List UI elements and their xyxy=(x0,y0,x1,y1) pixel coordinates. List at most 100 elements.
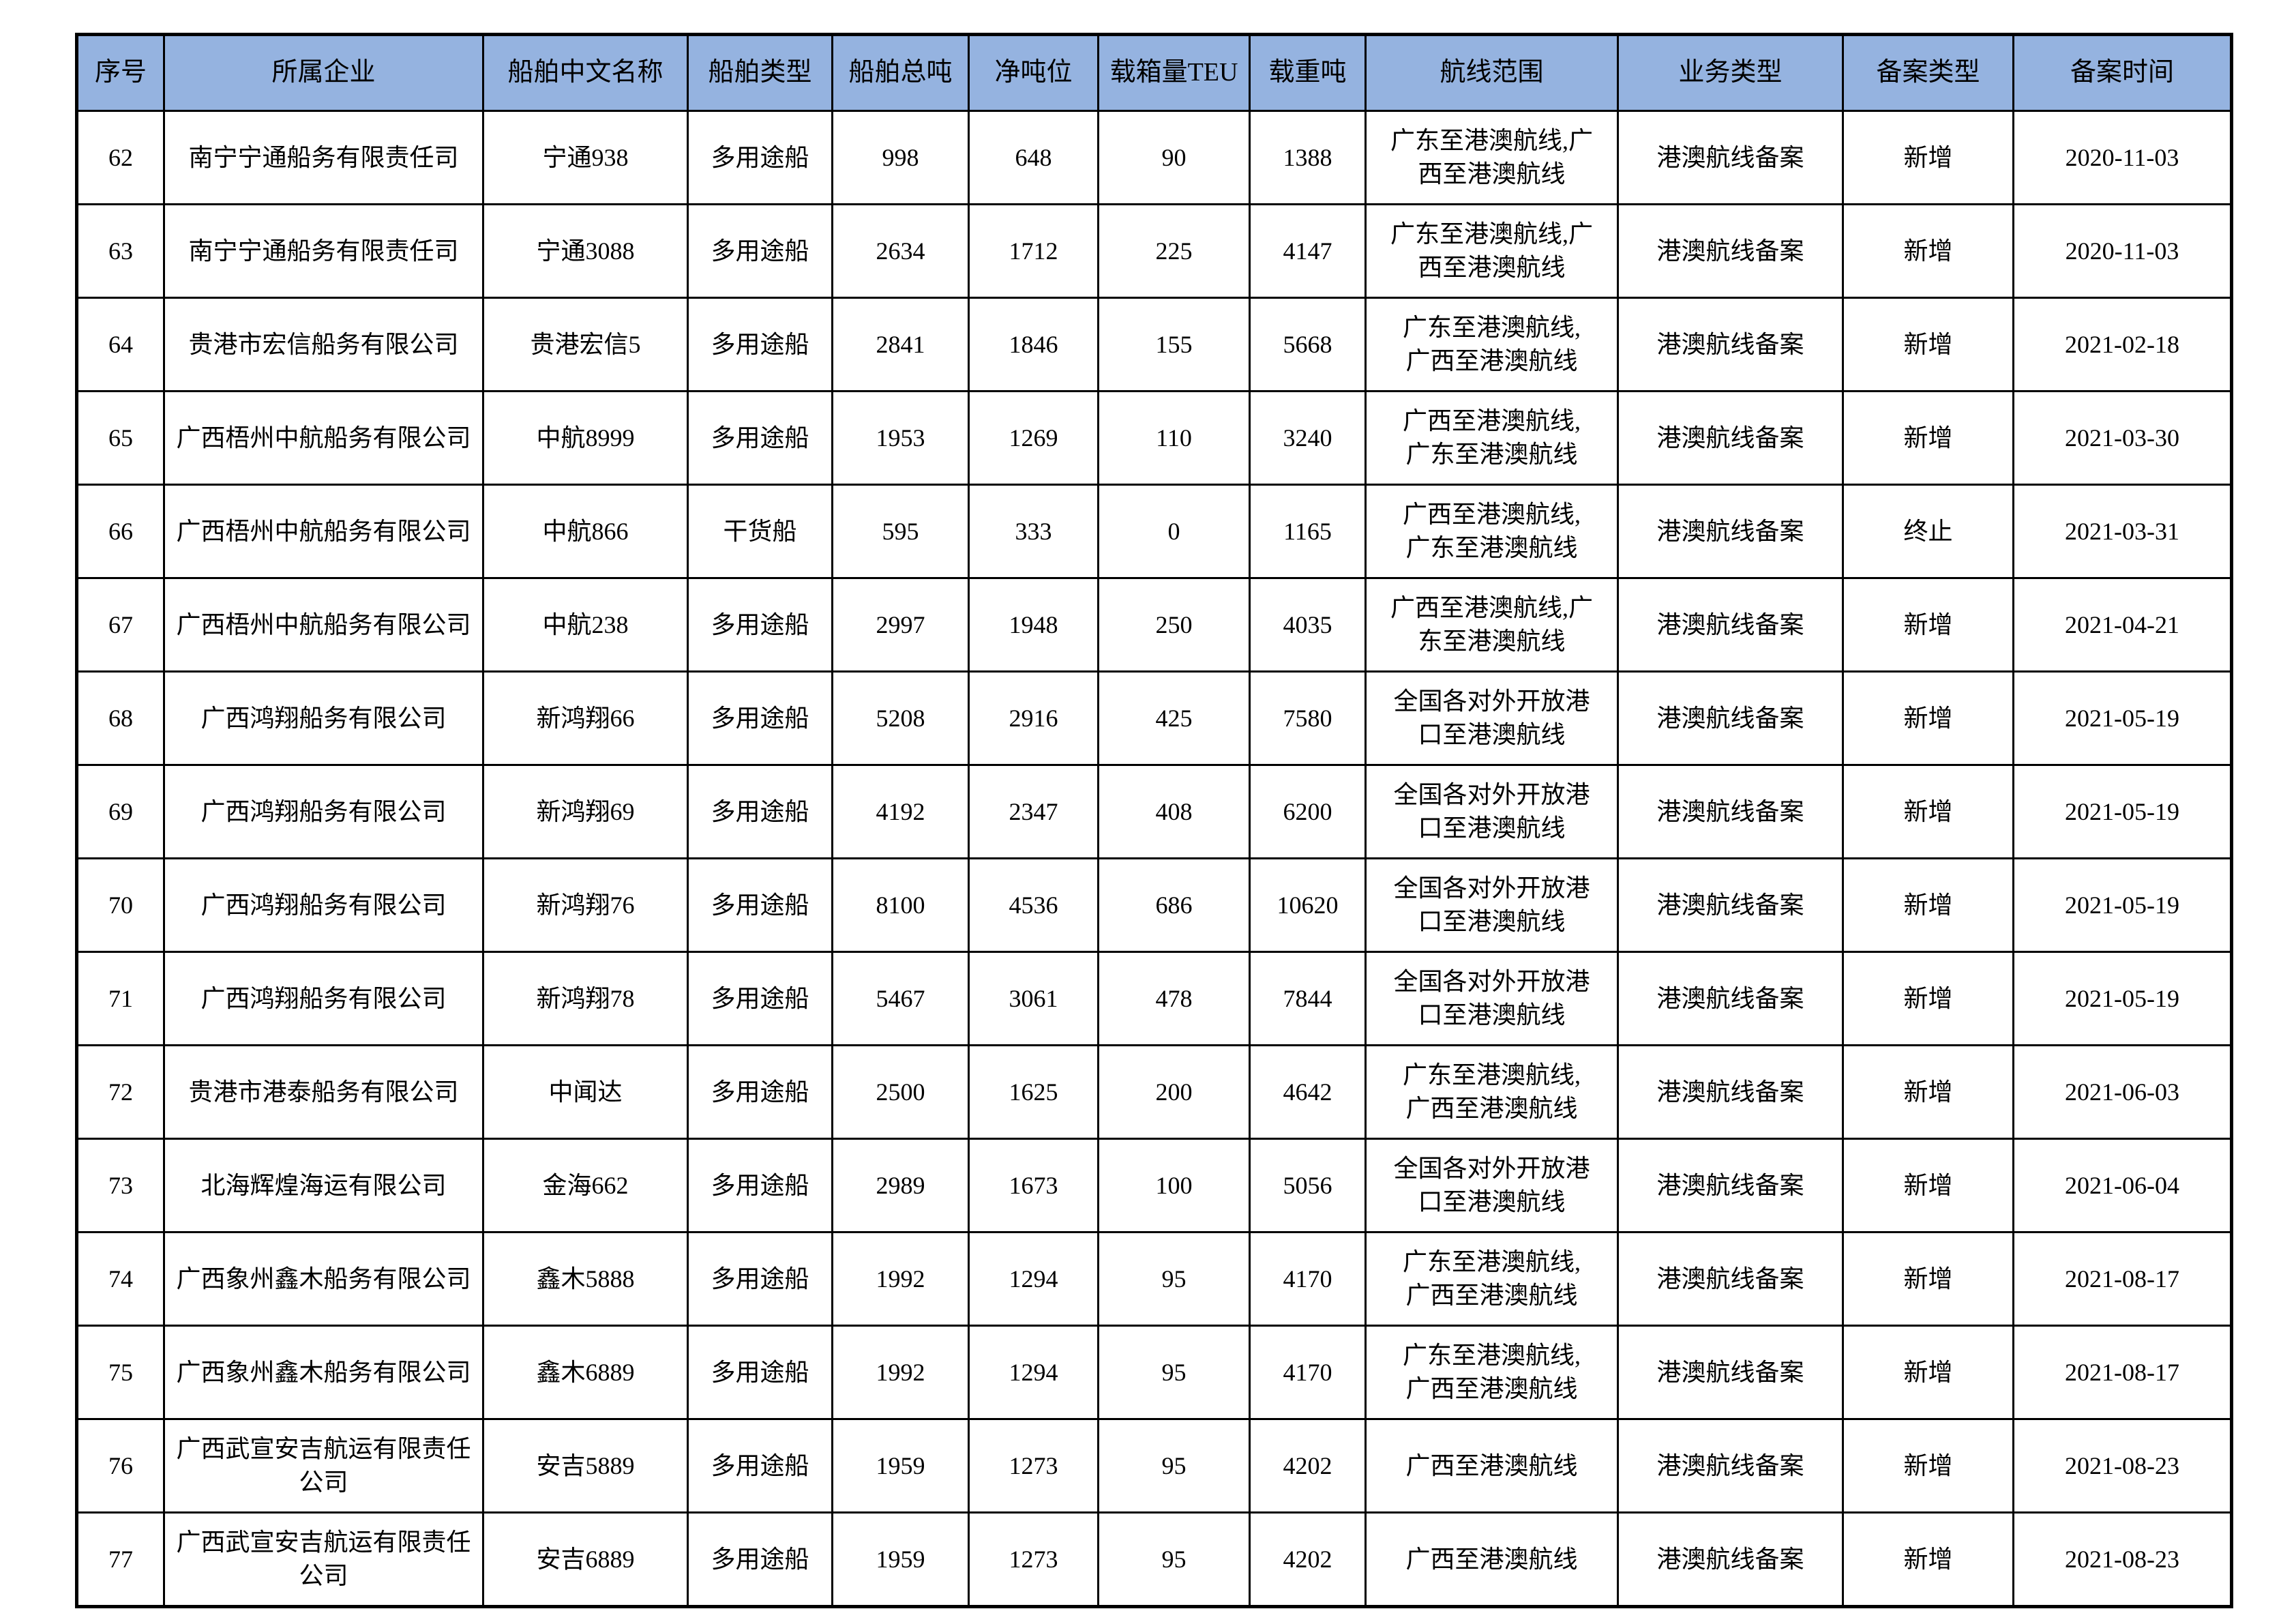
cell-ship-name: 中航238 xyxy=(482,577,689,673)
cell-route-range: 广东至港澳航线,广西至港澳航线 xyxy=(1365,203,1619,299)
cell-seq: 67 xyxy=(76,577,165,673)
cell-record-type: 新增 xyxy=(1842,297,2014,392)
cell-route-range: 广西至港澳航线,广东至港澳航线 xyxy=(1365,390,1619,486)
cell-net-tonnage: 1294 xyxy=(968,1325,1099,1420)
cell-ship-type: 多用途船 xyxy=(687,1511,833,1608)
cell-ship-type: 多用途船 xyxy=(687,390,833,486)
route-line: 口至港澳航线 xyxy=(1418,814,1566,842)
cell-net-tonnage: 648 xyxy=(968,110,1099,205)
route-line: 广东至港澳航线, xyxy=(1402,1061,1581,1089)
route-line: 广东至港澳航线, xyxy=(1402,1248,1581,1276)
cell-route-range: 广东至港澳航线,广西至港澳航线 xyxy=(1365,110,1619,205)
route-line: 全国各对外开放港 xyxy=(1393,1155,1590,1183)
cell-ship-type: 多用途船 xyxy=(687,1418,833,1514)
column-header-record-type: 备案类型 xyxy=(1842,33,2014,112)
table-row: 62 南宁宁通船务有限责任司 宁通938 多用途船 998 648 90 1388 广东至港澳航… xyxy=(76,110,2233,205)
cell-ship-name: 中闻达 xyxy=(482,1044,689,1140)
cell-company: 广西鸿翔船务有限公司 xyxy=(163,670,484,766)
cell-gross-tonnage: 1959 xyxy=(831,1418,970,1514)
cell-record-type: 新增 xyxy=(1842,203,2014,299)
cell-seq: 64 xyxy=(76,297,165,392)
cell-seq: 62 xyxy=(76,110,165,205)
cell-seq: 66 xyxy=(76,484,165,579)
route-line: 全国各对外开放港 xyxy=(1393,874,1590,902)
cell-seq: 77 xyxy=(76,1511,165,1608)
cell-gross-tonnage: 4192 xyxy=(831,764,970,859)
cell-ship-name: 中航8999 xyxy=(482,390,689,486)
cell-gross-tonnage: 2841 xyxy=(831,297,970,392)
route-line: 广西至港澳航线 xyxy=(1405,1095,1578,1122)
column-header-gross-tonnage: 船舶总吨 xyxy=(831,33,970,112)
cell-record-type: 新增 xyxy=(1842,1418,2014,1514)
route-line: 广东至港澳航线,广 xyxy=(1390,220,1593,248)
cell-deadweight: 4642 xyxy=(1249,1044,1367,1140)
column-header-net-tonnage: 净吨位 xyxy=(968,33,1099,112)
cell-route-range: 广西至港澳航线,广东至港澳航线 xyxy=(1365,577,1619,673)
cell-deadweight: 1165 xyxy=(1249,484,1367,579)
cell-company: 广西武宣安吉航运有限责任公司 xyxy=(163,1418,484,1514)
cell-record-date: 2021-05-19 xyxy=(2012,670,2233,766)
route-line: 广东至港澳航线,广 xyxy=(1390,127,1593,155)
route-line: 口至港澳航线 xyxy=(1418,1188,1566,1215)
cell-route-range: 全国各对外开放港 口至港澳航线 xyxy=(1365,857,1619,953)
route-line: 广西至港澳航线, xyxy=(1402,407,1581,435)
cell-route-range: 全国各对外开放港 口至港澳航线 xyxy=(1365,764,1619,859)
cell-teu: 225 xyxy=(1097,203,1251,299)
cell-seq: 68 xyxy=(76,670,165,766)
cell-record-date: 2021-08-23 xyxy=(2012,1511,2233,1608)
table-row: 69 广西鸿翔船务有限公司 新鸿翔69 多用途船 4192 2347 408 6200 全国各对… xyxy=(76,764,2233,859)
table-row: 71 广西鸿翔船务有限公司 新鸿翔78 多用途船 5467 3061 478 7844 全国各对… xyxy=(76,951,2233,1046)
header-row: 序号 所属企业 船舶中文名称 船舶类型 船舶总吨 净吨位 载箱量TEU 载重吨 … xyxy=(76,33,2233,112)
cell-route-range: 广西至港澳航线 xyxy=(1365,1418,1619,1514)
cell-record-date: 2021-05-19 xyxy=(2012,857,2233,953)
cell-ship-name: 金海662 xyxy=(482,1138,689,1233)
cell-seq: 71 xyxy=(76,951,165,1046)
cell-seq: 70 xyxy=(76,857,165,953)
cell-business-type: 港澳航线备案 xyxy=(1617,110,1844,205)
cell-record-type: 新增 xyxy=(1842,1231,2014,1327)
route-line: 广西至港澳航线 xyxy=(1405,347,1578,374)
cell-ship-name: 新鸿翔66 xyxy=(482,670,689,766)
cell-ship-name: 安吉6889 xyxy=(482,1511,689,1608)
cell-company: 广西梧州中航船务有限公司 xyxy=(163,577,484,673)
cell-deadweight: 4170 xyxy=(1249,1325,1367,1420)
route-line: 广东至港澳航线, xyxy=(1402,1342,1581,1370)
cell-record-type: 新增 xyxy=(1842,670,2014,766)
cell-route-range: 全国各对外开放港 口至港澳航线 xyxy=(1365,1138,1619,1233)
cell-business-type: 港澳航线备案 xyxy=(1617,670,1844,766)
column-header-teu: 载箱量TEU xyxy=(1097,33,1251,112)
cell-gross-tonnage: 1959 xyxy=(831,1511,970,1608)
cell-route-range: 全国各对外开放港 口至港澳航线 xyxy=(1365,670,1619,766)
cell-record-date: 2020-11-03 xyxy=(2012,110,2233,205)
cell-deadweight: 1388 xyxy=(1249,110,1367,205)
cell-gross-tonnage: 5467 xyxy=(831,951,970,1046)
cell-ship-type: 多用途船 xyxy=(687,857,833,953)
cell-net-tonnage: 1948 xyxy=(968,577,1099,673)
table-row: 74 广西象州鑫木船务有限公司 鑫木5888 多用途船 1992 1294 95 4170 广东… xyxy=(76,1231,2233,1327)
cell-company: 广西梧州中航船务有限公司 xyxy=(163,484,484,579)
cell-teu: 100 xyxy=(1097,1138,1251,1233)
route-line: 东至港澳航线 xyxy=(1418,628,1566,655)
cell-net-tonnage: 3061 xyxy=(968,951,1099,1046)
cell-deadweight: 7580 xyxy=(1249,670,1367,766)
cell-ship-name: 贵港宏信5 xyxy=(482,297,689,392)
cell-gross-tonnage: 2500 xyxy=(831,1044,970,1140)
cell-record-type: 新增 xyxy=(1842,577,2014,673)
cell-ship-name: 安吉5889 xyxy=(482,1418,689,1514)
cell-company: 广西鸿翔船务有限公司 xyxy=(163,764,484,859)
cell-record-type: 新增 xyxy=(1842,1044,2014,1140)
cell-ship-name: 宁通3088 xyxy=(482,203,689,299)
cell-teu: 110 xyxy=(1097,390,1251,486)
cell-business-type: 港澳航线备案 xyxy=(1617,764,1844,859)
table-row: 72 贵港市港泰船务有限公司 中闻达 多用途船 2500 1625 200 4642 广东至港澳… xyxy=(76,1044,2233,1140)
cell-route-range: 广东至港澳航线, 广西至港澳航线 xyxy=(1365,1325,1619,1420)
cell-deadweight: 6200 xyxy=(1249,764,1367,859)
column-header-business-type: 业务类型 xyxy=(1617,33,1844,112)
cell-gross-tonnage: 1992 xyxy=(831,1231,970,1327)
cell-business-type: 港澳航线备案 xyxy=(1617,390,1844,486)
route-line: 广西至港澳航线 xyxy=(1405,1375,1578,1402)
column-header-ship-name: 船舶中文名称 xyxy=(482,33,689,112)
cell-company: 广西鸿翔船务有限公司 xyxy=(163,951,484,1046)
cell-teu: 95 xyxy=(1097,1511,1251,1608)
cell-business-type: 港澳航线备案 xyxy=(1617,1138,1844,1233)
